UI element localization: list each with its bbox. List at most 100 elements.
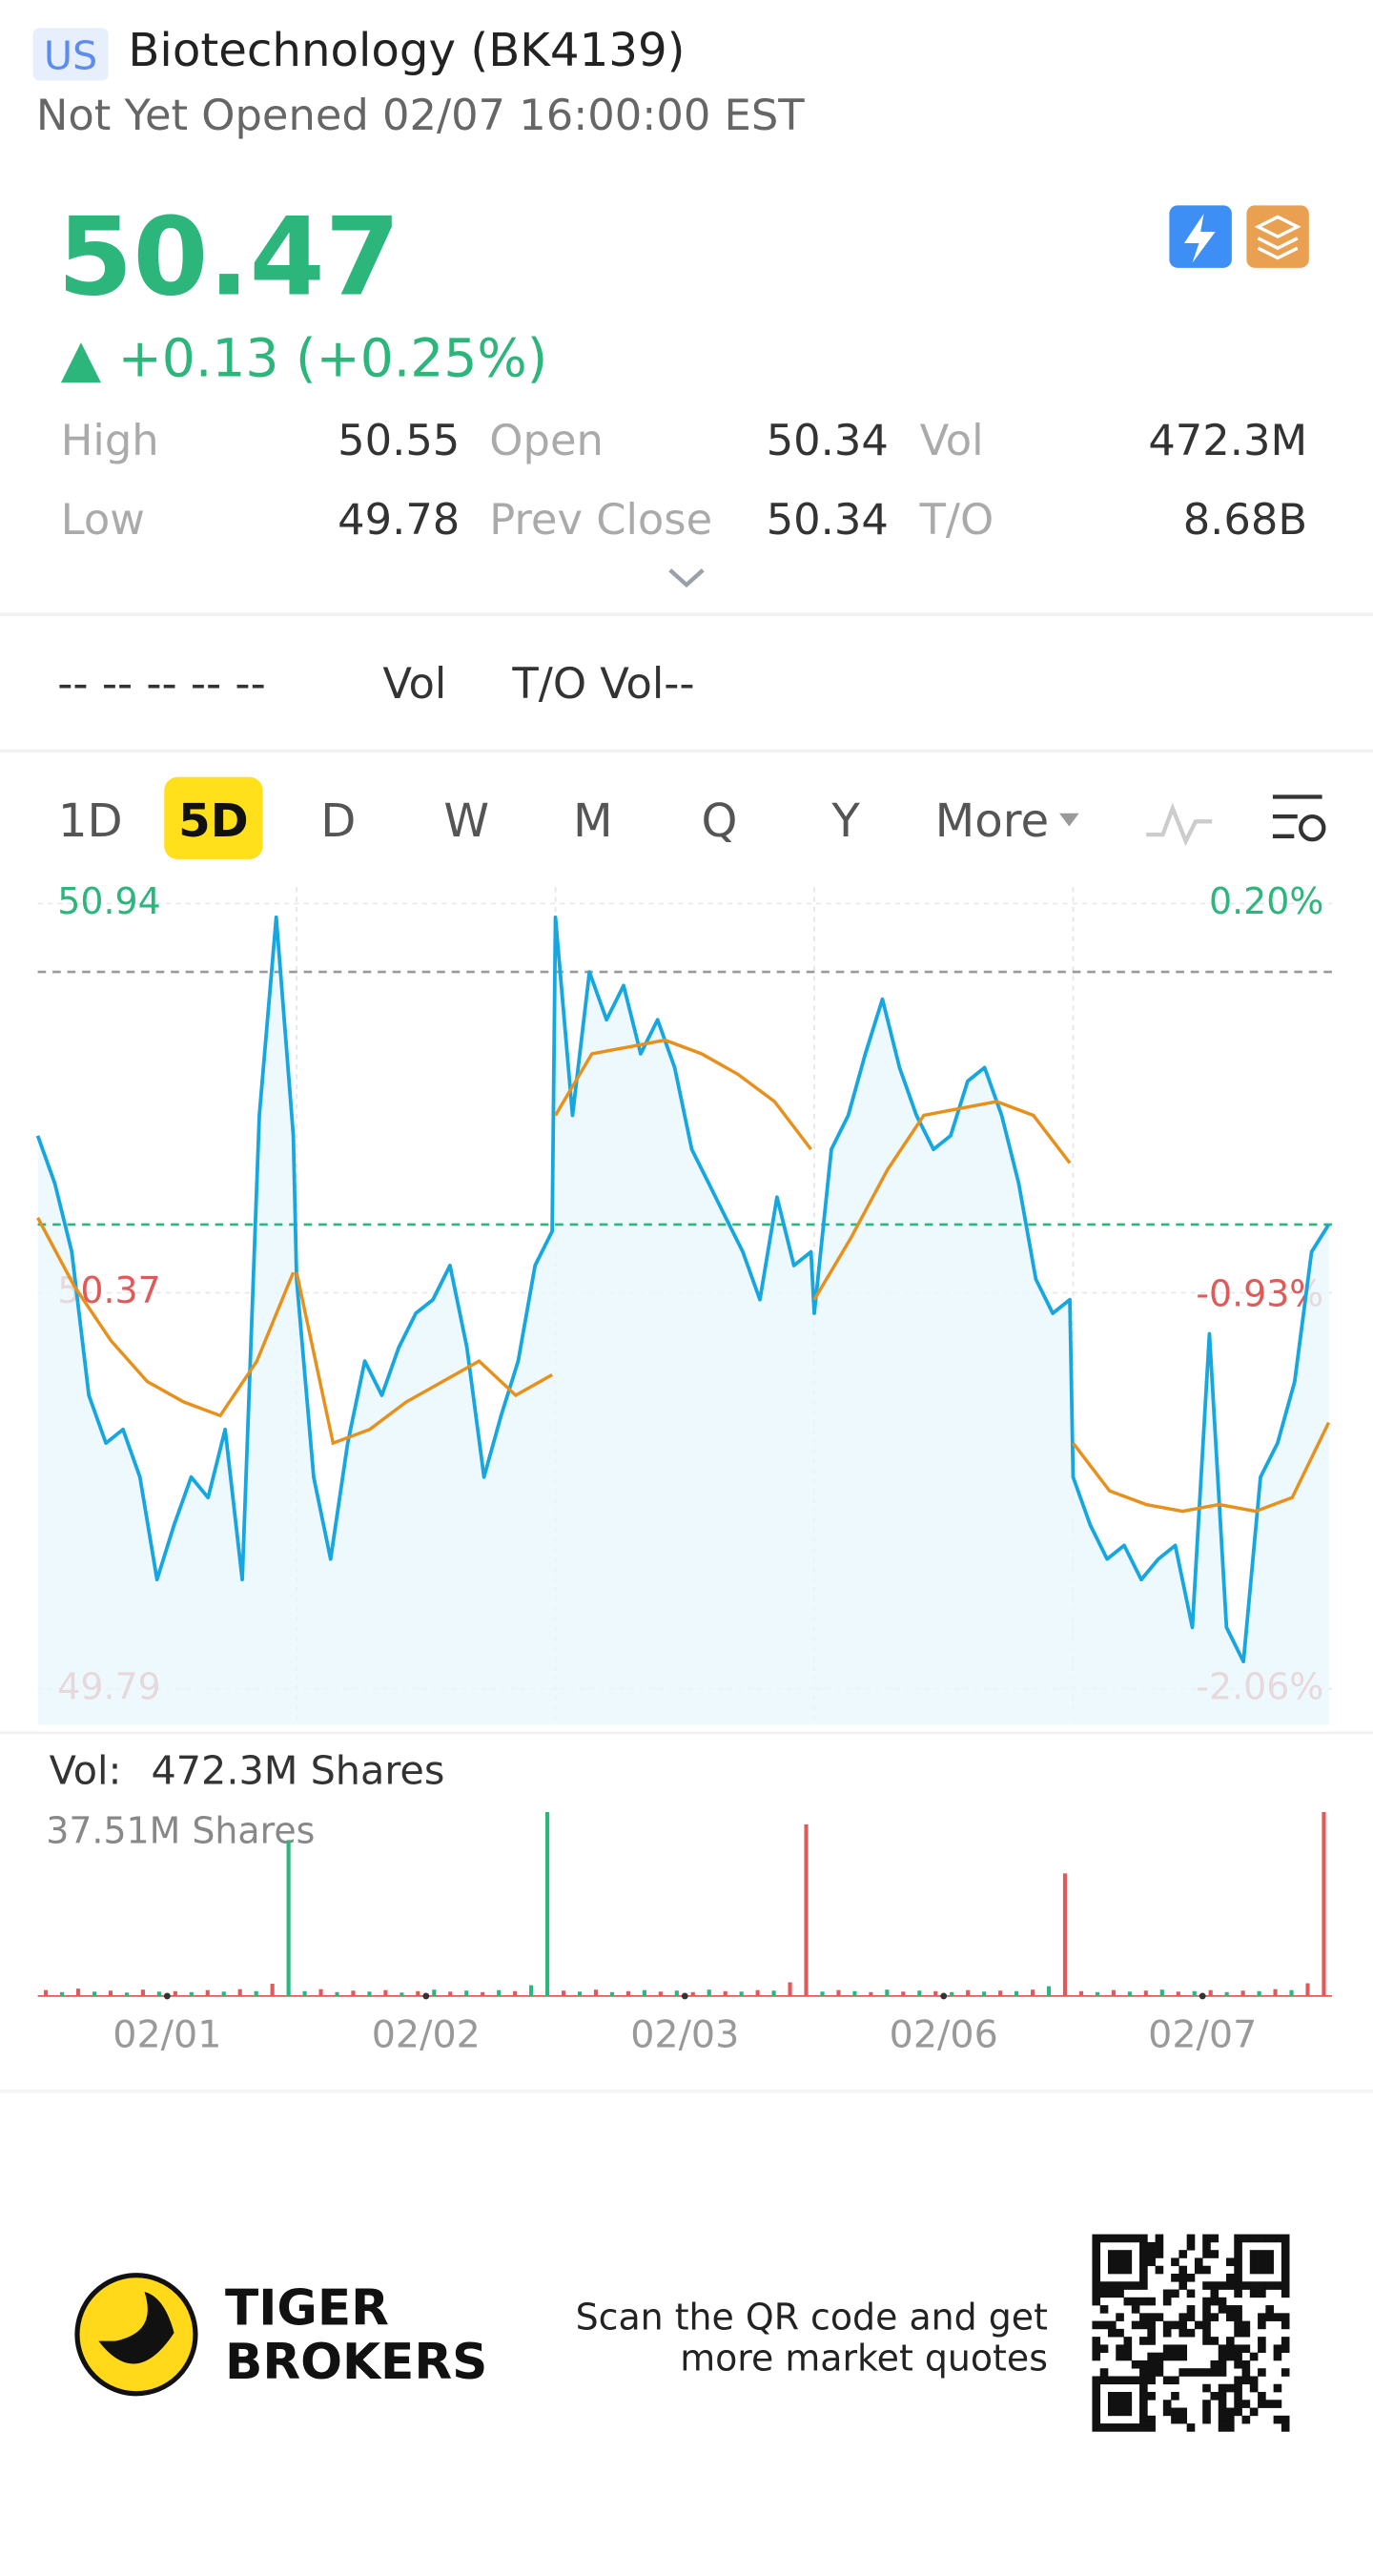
qr-cell <box>1202 2305 1211 2314</box>
tab[interactable]: 1D <box>58 794 123 848</box>
volume-bar <box>1111 1989 1116 1996</box>
qr-cell <box>1202 2328 1211 2338</box>
volume-bar <box>529 1985 534 1996</box>
qr-cell <box>1194 2265 1203 2275</box>
volume-bar <box>1322 1811 1326 1996</box>
qr-cell <box>1171 2415 1179 2424</box>
tab[interactable]: More <box>935 794 1050 848</box>
qr-cell <box>1139 2250 1148 2258</box>
qr-cell <box>1099 2281 1109 2290</box>
qr-cell <box>1234 2281 1242 2290</box>
qr-cell <box>1281 2289 1290 2298</box>
qr-cell <box>1218 2400 1227 2408</box>
volume-bar <box>1192 1990 1197 1996</box>
day-dot <box>163 1992 171 2000</box>
qr-cell <box>1107 2400 1117 2408</box>
expand-chevron[interactable] <box>668 568 705 588</box>
average-line <box>295 1271 553 1446</box>
stat-value: 8.68B <box>1183 494 1307 545</box>
qr-cell <box>1234 2376 1242 2385</box>
qr-cell <box>1099 2289 1109 2298</box>
qr-cell <box>1234 2313 1242 2321</box>
qr-cell <box>1202 2320 1211 2330</box>
qr-cell <box>1258 2320 1266 2330</box>
qr-cell <box>1139 2400 1148 2408</box>
volume-bar <box>1224 1991 1229 1996</box>
volume-bar <box>966 1989 971 1996</box>
qr-cell <box>1241 2415 1251 2424</box>
volume-bar <box>416 1990 420 1996</box>
qr-cell <box>1162 2328 1172 2338</box>
separator <box>0 1731 1373 1735</box>
qr-cell <box>1171 2320 1179 2330</box>
volume-bar <box>820 1991 825 1996</box>
stat-label: Open <box>489 415 604 465</box>
qr-cell <box>1265 2400 1274 2408</box>
qr-cell <box>1186 2328 1196 2338</box>
volume-bar <box>1095 1991 1099 1996</box>
qr-cell <box>1218 2352 1227 2361</box>
qr-cell <box>1107 2423 1117 2432</box>
qr-cell <box>1234 2320 1242 2330</box>
qr-cell <box>1099 2368 1109 2377</box>
price-area <box>37 917 1329 1725</box>
qr-cell <box>1171 2407 1179 2417</box>
price: 50.47 <box>57 193 400 319</box>
qr-cell <box>1107 2265 1117 2275</box>
qr-cell <box>1249 2352 1259 2361</box>
qr-cell <box>1210 2392 1219 2401</box>
qr-cell <box>1107 2392 1117 2401</box>
qr-cell <box>1116 2344 1124 2354</box>
volume-bar <box>577 1991 583 1996</box>
qr-cell <box>1139 2257 1148 2267</box>
qr-cell <box>1202 2368 1211 2377</box>
tab[interactable]: Y <box>830 794 860 848</box>
settings-icon[interactable] <box>1272 794 1326 842</box>
volume-bar <box>1208 1989 1213 1996</box>
qr-cell <box>1241 2344 1251 2354</box>
qr-cell <box>1265 2234 1274 2243</box>
qr-cell <box>1178 2415 1188 2424</box>
status: Not Yet Opened 02/07 16:00:00 EST <box>36 90 805 140</box>
qr-cell <box>1155 2234 1164 2243</box>
qr-cell <box>1234 2257 1242 2267</box>
qr-cell <box>1281 2313 1290 2321</box>
volume-bar <box>75 1989 81 1996</box>
qr-cell <box>1258 2257 1266 2267</box>
tab[interactable]: Q <box>701 794 737 848</box>
qr-cell <box>1186 2289 1196 2298</box>
qr-cell <box>1107 2376 1117 2385</box>
qr-code <box>1092 2234 1290 2432</box>
volume-bar <box>254 1990 258 1996</box>
qr-cell <box>1241 2368 1251 2377</box>
qr-cell <box>1273 2383 1282 2393</box>
qr-cell <box>1218 2360 1227 2369</box>
qr-cell <box>1202 2383 1211 2393</box>
tab[interactable]: 5D <box>178 794 249 848</box>
volume-bar <box>739 1991 744 1996</box>
qr-cell <box>1139 2337 1148 2345</box>
qr-cell <box>1234 2250 1242 2258</box>
qr-cell <box>1155 2352 1164 2361</box>
volume-bar <box>1176 1991 1180 1996</box>
stat-value: 49.78 <box>338 494 460 545</box>
qr-cell <box>1218 2392 1227 2401</box>
separator <box>0 612 1373 617</box>
tab[interactable]: W <box>443 794 489 848</box>
qr-cell <box>1162 2407 1172 2417</box>
tab[interactable]: D <box>320 794 356 848</box>
qr-cell <box>1155 2313 1164 2321</box>
qr-cell <box>1139 2297 1148 2306</box>
dropdown-arrow <box>1059 813 1079 827</box>
volume-bar <box>108 1990 113 1996</box>
qr-cell <box>1131 2320 1140 2330</box>
volume-bar <box>286 1840 291 1996</box>
volume-bar <box>205 1989 210 1996</box>
volume-bar <box>432 1989 437 1996</box>
tab[interactable]: M <box>573 794 613 848</box>
qr-cell <box>1258 2234 1266 2243</box>
qr-cell <box>1234 2407 1242 2417</box>
qr-cell <box>1123 2297 1133 2306</box>
indicator-icon[interactable] <box>1146 802 1213 847</box>
qr-cell <box>1107 2234 1117 2243</box>
